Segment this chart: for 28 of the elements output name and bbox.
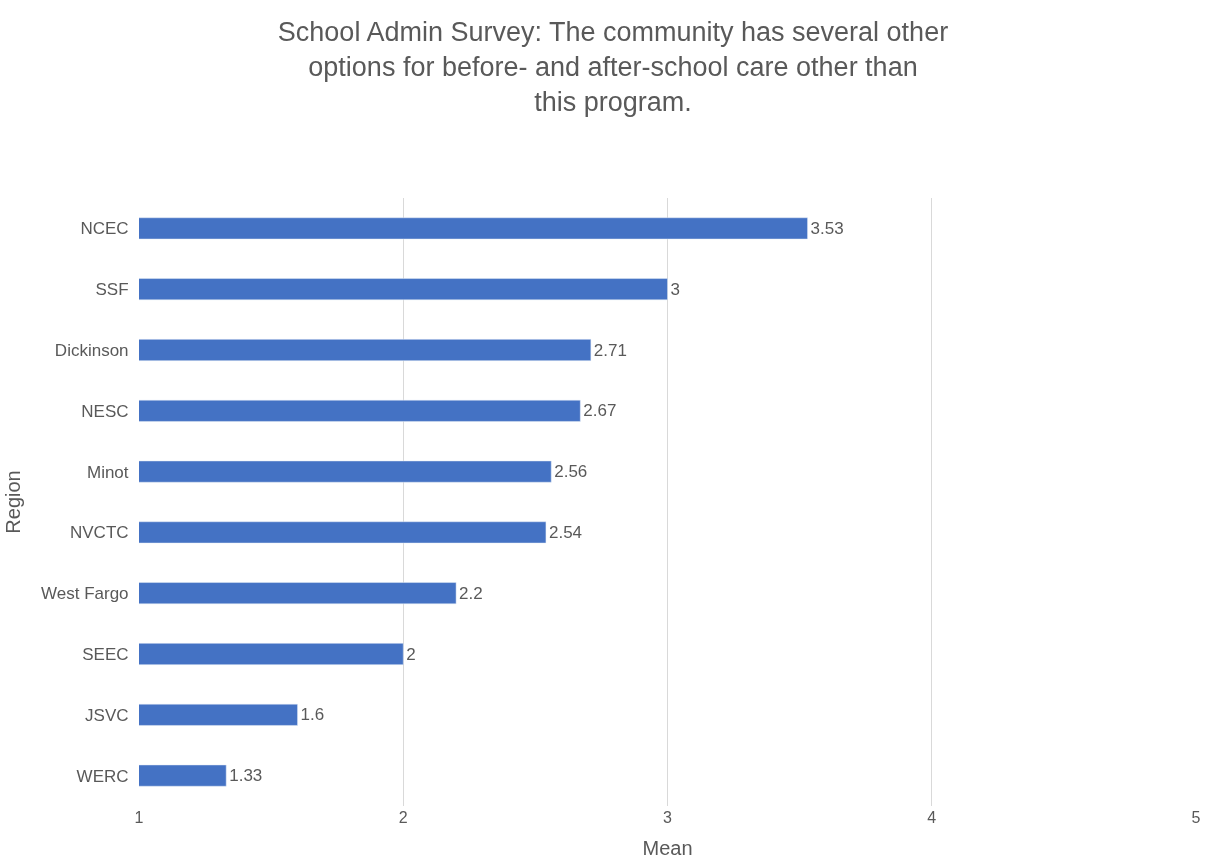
y-tick-label: NVCTC bbox=[70, 523, 138, 543]
data-label: 2 bbox=[406, 644, 416, 664]
y-tick-label: NCEC bbox=[80, 219, 138, 239]
y-tick-label: NESC bbox=[81, 401, 138, 421]
y-tick-label: West Fargo bbox=[41, 584, 138, 604]
y-tick-label: Dickinson bbox=[54, 340, 138, 360]
x-axis-title: Mean bbox=[642, 836, 693, 859]
y-axis-title: Region bbox=[1, 470, 24, 534]
data-label: 2.2 bbox=[459, 583, 483, 603]
y-tick-label: SEEC bbox=[82, 644, 138, 664]
data-label: 2.67 bbox=[583, 401, 617, 421]
data-label: 2.54 bbox=[548, 522, 583, 542]
x-tick-label: 5 bbox=[1191, 809, 1201, 826]
data-label: 3.53 bbox=[810, 218, 844, 238]
y-tick-label: SSF bbox=[95, 280, 138, 300]
x-tick-label: 2 bbox=[398, 809, 408, 826]
data-label: 1.33 bbox=[229, 766, 263, 786]
x-tick-label: 4 bbox=[927, 809, 937, 826]
x-tick-label: 3 bbox=[663, 809, 673, 826]
data-label: 3 bbox=[670, 279, 680, 299]
y-tick-label: WERC bbox=[76, 766, 138, 786]
y-tick-label: JSVC bbox=[85, 705, 138, 725]
data-label: 2.56 bbox=[554, 462, 588, 482]
data-label: 2.71 bbox=[593, 340, 627, 360]
x-tick-label: 1 bbox=[134, 809, 144, 826]
y-tick-label: Minot bbox=[86, 462, 138, 482]
data-label: 1.6 bbox=[300, 705, 325, 725]
chart-title: School Admin Survey: The community has several other options for before- and after-school care other than this program. bbox=[277, 16, 949, 117]
